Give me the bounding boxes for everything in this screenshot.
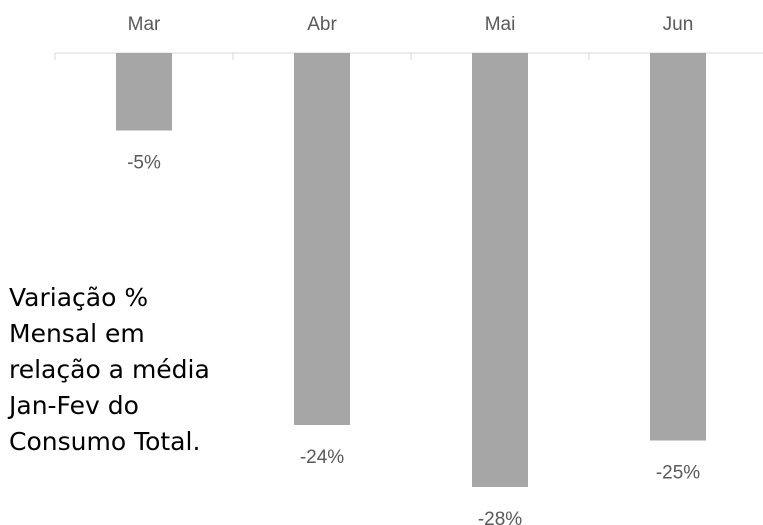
x-tick-label: Abr [307,14,337,35]
data-label: -28% [478,509,522,525]
bar [650,53,706,441]
annotation-line: Mensal em [9,319,145,348]
bar [294,53,350,425]
x-tick-label: Mai [485,14,516,35]
x-tick-label: Mar [128,14,161,35]
bar [472,53,528,487]
annotation-line: Consumo Total. [9,427,200,456]
data-label: -25% [656,463,700,484]
annotation-line: Jan-Fev do [7,391,139,420]
data-label: -24% [300,447,344,468]
annotation-line: Variação % [9,283,148,312]
annotation-line: relação a média [9,355,210,384]
x-tick-label: Jun [663,14,694,35]
data-label: -5% [127,153,161,174]
bar [116,53,172,131]
